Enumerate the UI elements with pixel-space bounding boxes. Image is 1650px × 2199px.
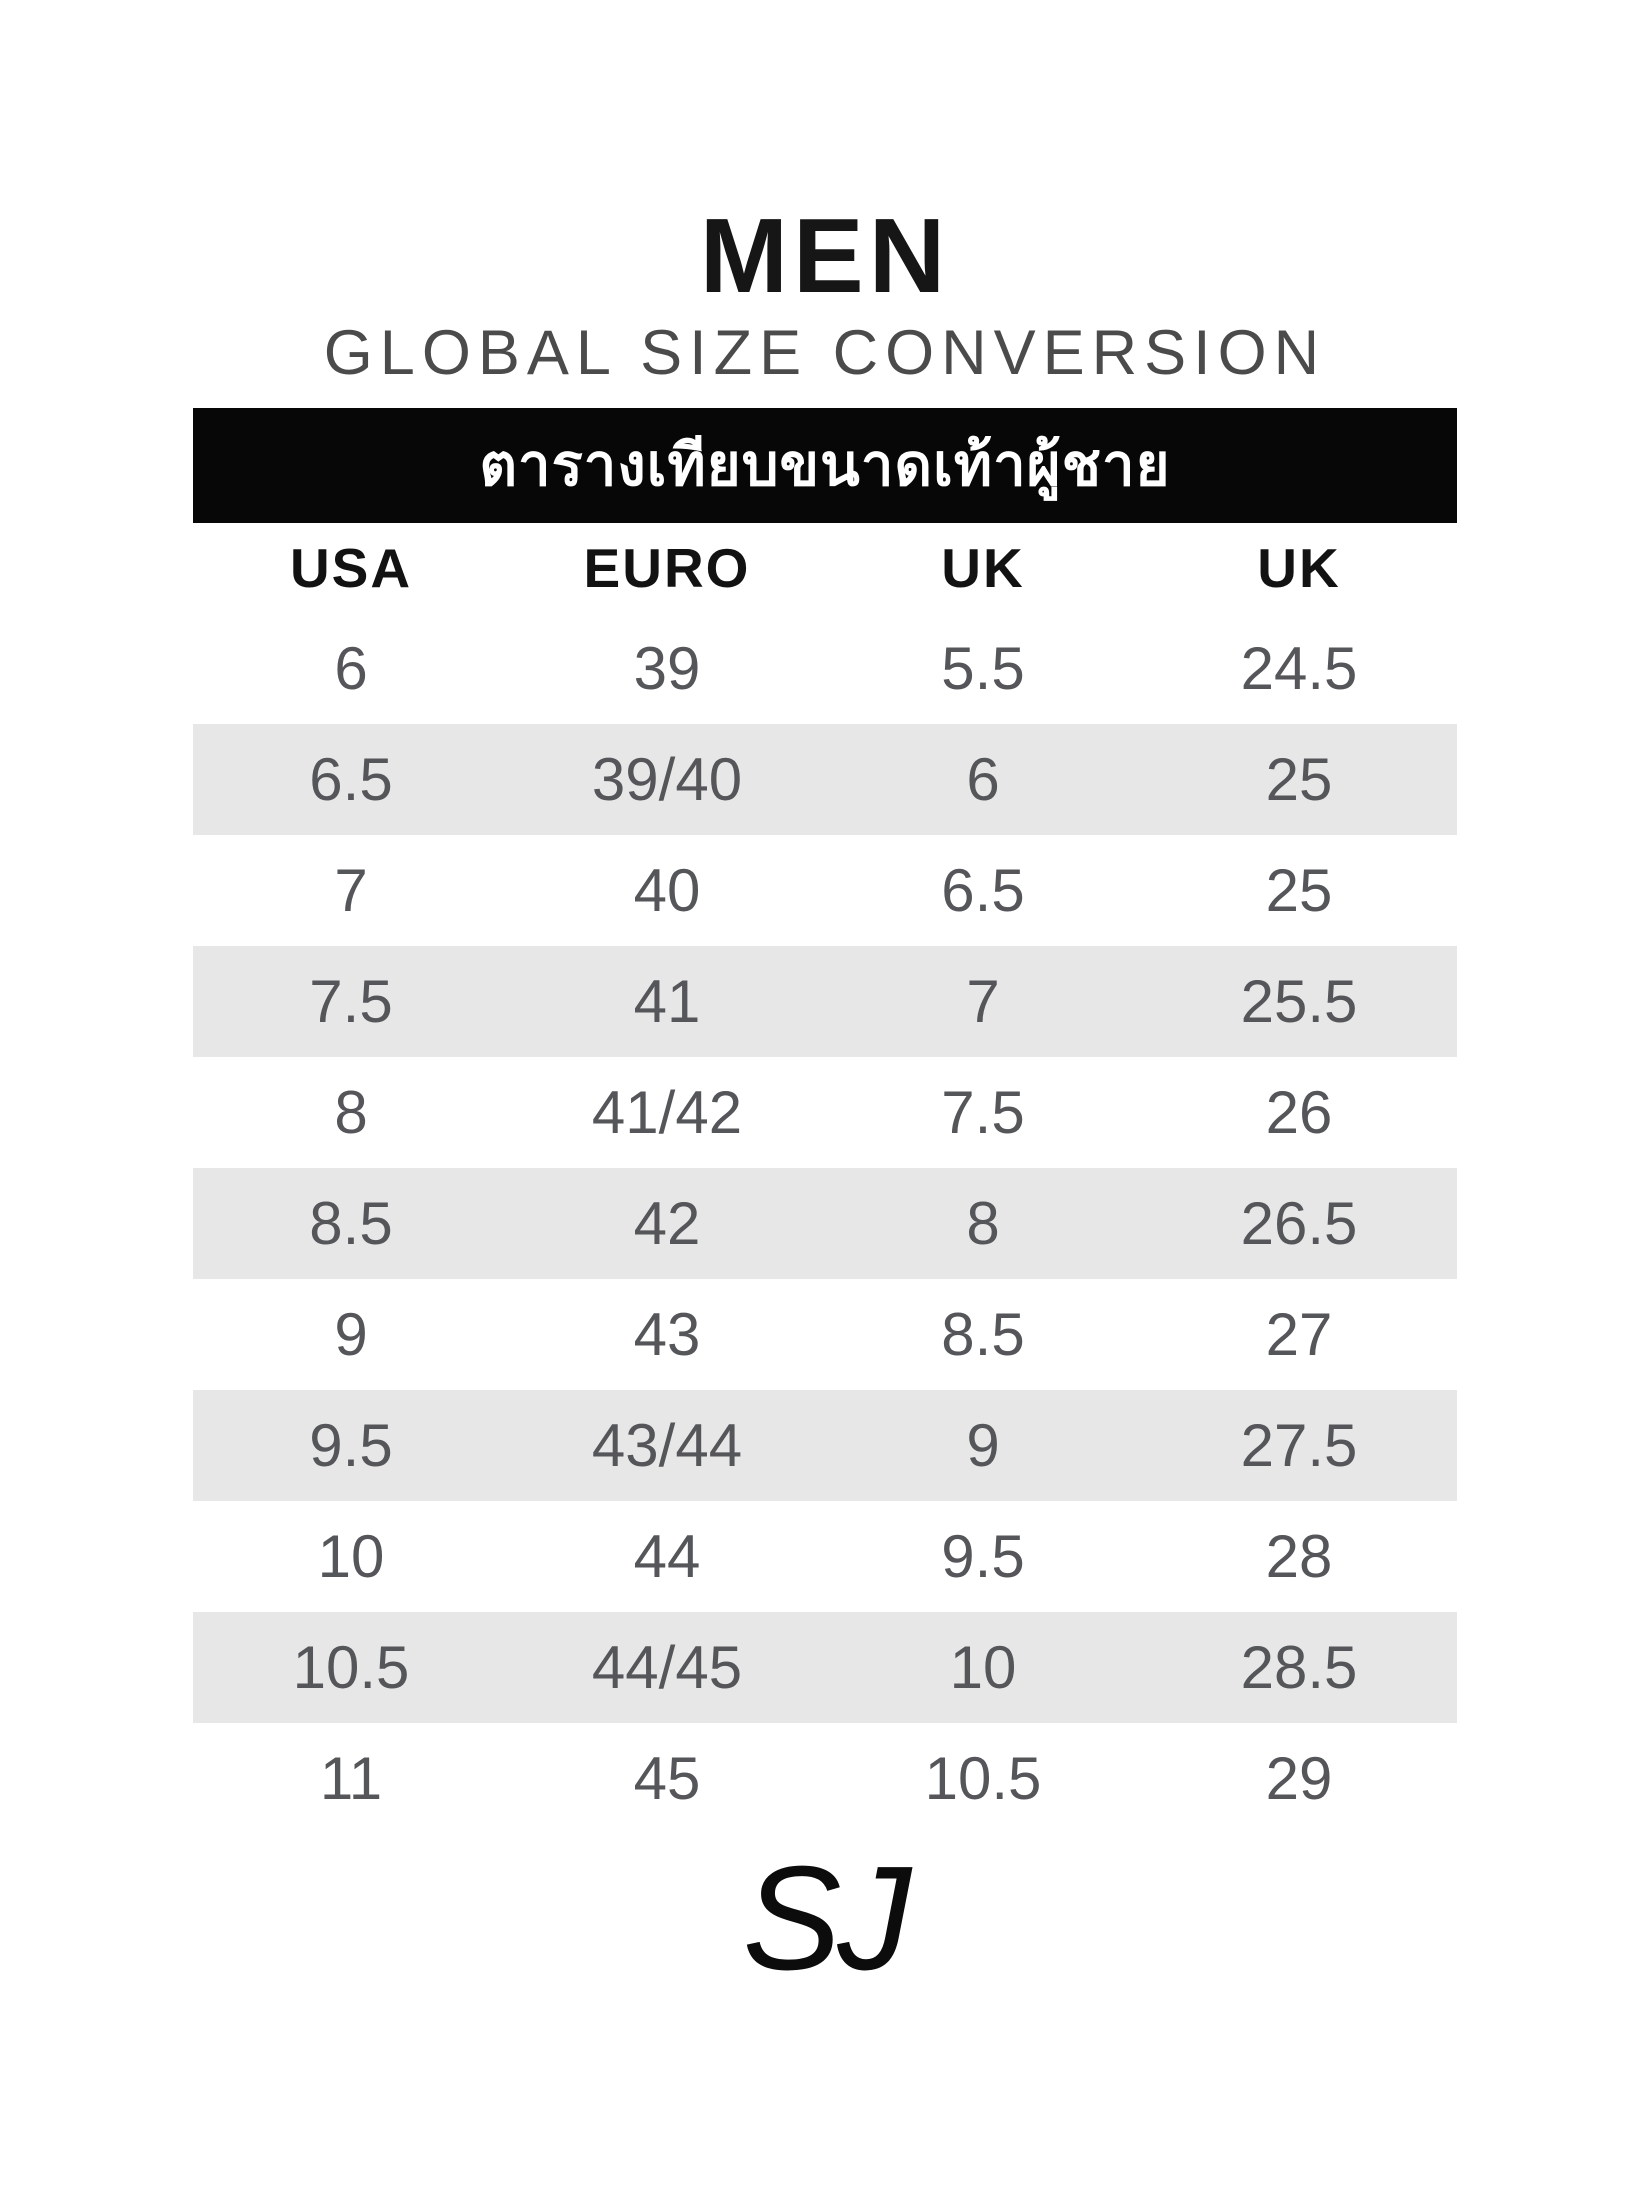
header-cell-euro: EURO <box>583 537 751 599</box>
table-cell: 39 <box>633 635 701 702</box>
table-row: 10 44 9.5 28 <box>193 1501 1457 1612</box>
table-cell: 41 <box>633 968 701 1035</box>
table-cell: 43/44 <box>591 1412 743 1479</box>
table-row: 9.5 43/44 9 27.5 <box>193 1390 1457 1501</box>
table-row: 7.5 41 7 25.5 <box>193 946 1457 1057</box>
table-cell: 10.5 <box>924 1745 1042 1812</box>
table-row: 8.5 42 8 26.5 <box>193 1168 1457 1279</box>
table-cell: 25.5 <box>1240 968 1358 1035</box>
brand-logo-sj: SJ <box>742 1836 912 2001</box>
table-cell: 6.5 <box>941 857 1025 924</box>
table-cell: 25 <box>1265 857 1333 924</box>
page-subtitle: GLOBAL SIZE CONVERSION <box>323 318 1327 388</box>
table-cell: 40 <box>633 857 701 924</box>
table-cell: 27 <box>1265 1301 1333 1368</box>
table-cell: 29 <box>1265 1745 1333 1812</box>
header-cell-uk-2: UK <box>1257 537 1341 599</box>
table-cell: 26 <box>1265 1079 1333 1146</box>
table-cell: 39/40 <box>591 746 743 813</box>
table-cell: 44/45 <box>591 1634 743 1701</box>
table-cell: 41/42 <box>591 1079 743 1146</box>
table-cell: 24.5 <box>1240 635 1358 702</box>
table-cell: 6.5 <box>309 746 393 813</box>
table-cell: 7 <box>334 857 368 924</box>
table-header-row: USA EURO UK UK <box>193 523 1457 613</box>
table-cell: 42 <box>633 1190 701 1257</box>
table-cell: 28 <box>1265 1523 1333 1590</box>
table-cell: 6 <box>334 635 368 702</box>
table-row: 9 43 8.5 27 <box>193 1279 1457 1390</box>
table-cell: 28.5 <box>1240 1634 1358 1701</box>
table-cell: 9.5 <box>309 1412 393 1479</box>
banner: ตารางเทียบขนาดเท้าผู้ชาย <box>193 408 1457 523</box>
header-cell-usa: USA <box>289 537 413 599</box>
table-cell: 10 <box>949 1634 1017 1701</box>
table-row: 6.5 39/40 6 25 <box>193 724 1457 835</box>
table-cell: 45 <box>633 1745 701 1812</box>
table-cell: 9 <box>334 1301 368 1368</box>
table-cell: 6 <box>966 746 1000 813</box>
table-cell: 7.5 <box>309 968 393 1035</box>
table-row: 7 40 6.5 25 <box>193 835 1457 946</box>
page-title: MEN <box>699 197 951 315</box>
table-cell: 43 <box>633 1301 701 1368</box>
table-cell: 8 <box>966 1190 1000 1257</box>
table-row: 11 45 10.5 29 <box>193 1723 1457 1834</box>
table-cell: 27.5 <box>1240 1412 1358 1479</box>
table-cell: 7.5 <box>941 1079 1025 1146</box>
table-cell: 5.5 <box>941 635 1025 702</box>
table-cell: 11 <box>319 1745 383 1812</box>
table-row: 8 41/42 7.5 26 <box>193 1057 1457 1168</box>
table-cell: 44 <box>633 1523 701 1590</box>
table-row: 6 39 5.5 24.5 <box>193 613 1457 724</box>
header-cell-uk: UK <box>941 537 1025 599</box>
table-cell: 10 <box>317 1523 385 1590</box>
banner-text-thai: ตารางเทียบขนาดเท้าผู้ชาย <box>479 432 1171 498</box>
table-cell: 26.5 <box>1240 1190 1358 1257</box>
table-cell: 25 <box>1265 746 1333 813</box>
table-cell: 10.5 <box>292 1634 410 1701</box>
table-cell: 8 <box>334 1079 368 1146</box>
table-row: 10.5 44/45 10 28.5 <box>193 1612 1457 1723</box>
table-cell: 8.5 <box>941 1301 1025 1368</box>
table-cell: 9.5 <box>941 1523 1025 1590</box>
table-cell: 8.5 <box>309 1190 393 1257</box>
table-cell: 9 <box>966 1412 1000 1479</box>
table-cell: 7 <box>966 968 1000 1035</box>
size-conversion-table: USA EURO UK UK 6 39 5.5 24.5 6.5 39/40 6… <box>193 523 1457 1834</box>
